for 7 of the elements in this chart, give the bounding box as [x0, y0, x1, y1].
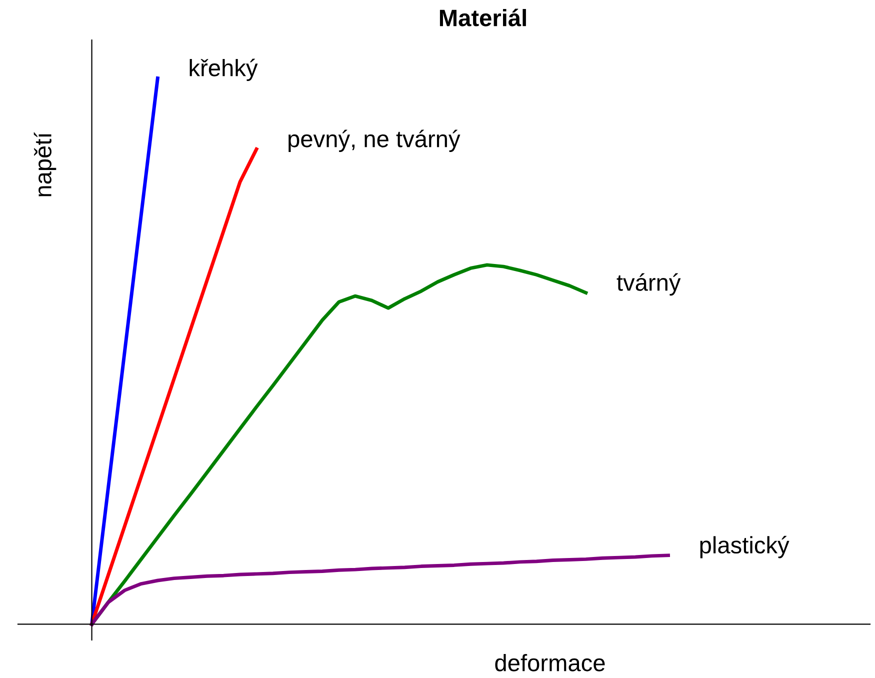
y-axis-title: napětí: [34, 132, 56, 196]
series-label: tvárný: [616, 273, 681, 296]
series-label: pevný, ne tvárný: [288, 130, 460, 152]
series-label: křehký: [190, 58, 258, 82]
chart-title: Materiál: [440, 8, 526, 26]
x-axis-title: deformace: [495, 654, 605, 672]
series-label: plastický: [700, 536, 790, 558]
